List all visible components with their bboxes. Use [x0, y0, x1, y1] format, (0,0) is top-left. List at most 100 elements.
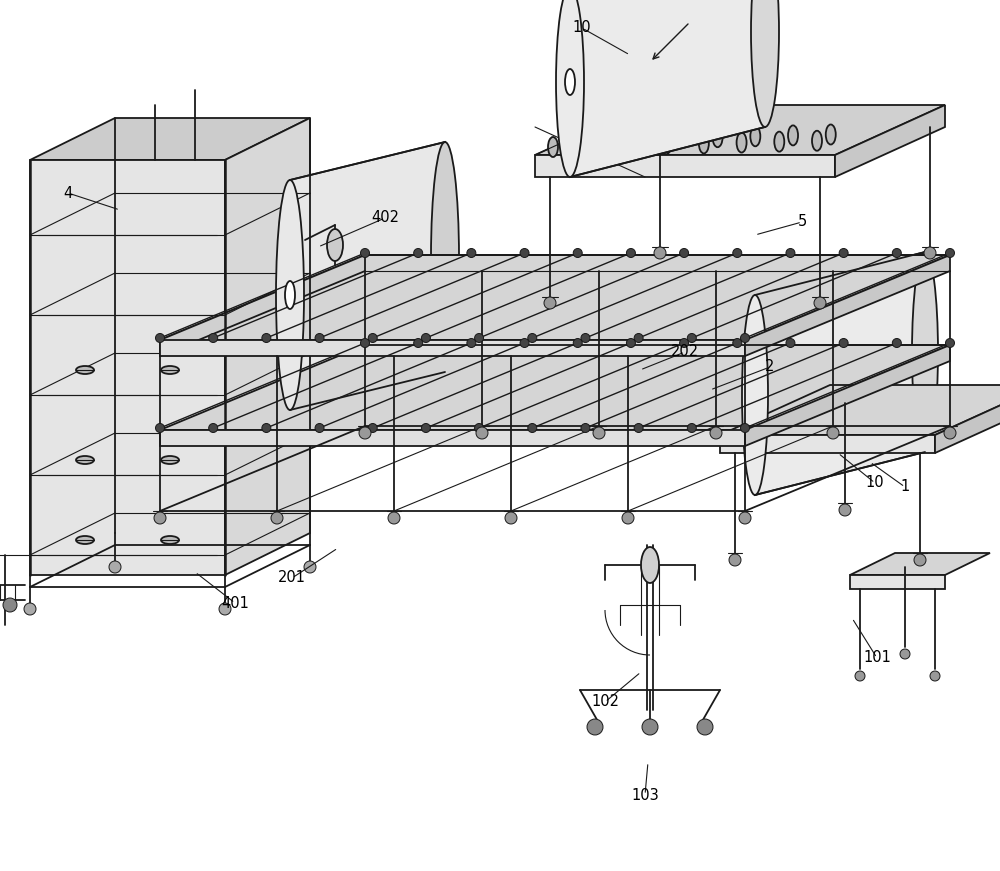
Circle shape	[315, 334, 324, 342]
Polygon shape	[225, 118, 310, 575]
Ellipse shape	[774, 132, 784, 152]
Polygon shape	[30, 118, 310, 160]
Ellipse shape	[812, 131, 822, 151]
Circle shape	[687, 423, 696, 433]
Circle shape	[505, 512, 517, 524]
Ellipse shape	[699, 133, 709, 153]
Circle shape	[24, 603, 36, 615]
Text: 201: 201	[278, 571, 306, 585]
Ellipse shape	[327, 229, 343, 261]
Polygon shape	[570, 0, 765, 177]
Polygon shape	[160, 255, 950, 340]
Circle shape	[467, 248, 476, 258]
Circle shape	[786, 248, 795, 258]
Polygon shape	[835, 105, 945, 177]
Circle shape	[304, 561, 316, 573]
Text: 101: 101	[863, 651, 891, 665]
Circle shape	[3, 598, 17, 612]
Ellipse shape	[556, 0, 584, 177]
Circle shape	[914, 554, 926, 566]
Circle shape	[262, 423, 271, 433]
Ellipse shape	[562, 131, 572, 151]
Circle shape	[839, 504, 851, 516]
Circle shape	[839, 339, 848, 348]
Polygon shape	[745, 345, 950, 446]
Circle shape	[593, 427, 605, 439]
Polygon shape	[720, 385, 1000, 435]
Circle shape	[528, 423, 537, 433]
Circle shape	[733, 339, 742, 348]
Circle shape	[368, 334, 377, 342]
Circle shape	[892, 248, 901, 258]
Ellipse shape	[742, 295, 768, 495]
Circle shape	[475, 334, 484, 342]
Circle shape	[587, 719, 603, 735]
Circle shape	[573, 339, 582, 348]
Ellipse shape	[788, 125, 798, 145]
Text: 102: 102	[591, 694, 619, 710]
Circle shape	[154, 512, 166, 524]
Circle shape	[924, 247, 936, 259]
Polygon shape	[160, 340, 745, 356]
Circle shape	[946, 339, 954, 348]
Circle shape	[740, 423, 750, 433]
Ellipse shape	[548, 137, 558, 157]
Polygon shape	[160, 430, 745, 446]
Ellipse shape	[161, 536, 179, 544]
Ellipse shape	[599, 130, 609, 150]
Circle shape	[855, 671, 865, 681]
Circle shape	[414, 339, 423, 348]
Polygon shape	[160, 345, 950, 430]
Circle shape	[315, 423, 324, 433]
Circle shape	[209, 423, 218, 433]
Text: 401: 401	[221, 596, 249, 611]
Polygon shape	[745, 255, 950, 356]
Circle shape	[467, 339, 476, 348]
Text: 1: 1	[900, 480, 910, 495]
Circle shape	[740, 334, 750, 342]
Circle shape	[626, 339, 635, 348]
Text: 10: 10	[573, 21, 591, 36]
Ellipse shape	[161, 456, 179, 464]
Ellipse shape	[751, 0, 779, 127]
Ellipse shape	[641, 547, 659, 583]
Circle shape	[634, 423, 643, 433]
Circle shape	[634, 334, 643, 342]
Ellipse shape	[161, 366, 179, 374]
Circle shape	[359, 427, 371, 439]
Circle shape	[900, 649, 910, 659]
Circle shape	[368, 423, 377, 433]
Ellipse shape	[750, 126, 760, 146]
Circle shape	[573, 248, 582, 258]
Ellipse shape	[912, 252, 938, 452]
Text: 4: 4	[63, 186, 73, 200]
Circle shape	[739, 512, 751, 524]
Polygon shape	[160, 255, 365, 356]
Polygon shape	[755, 252, 925, 495]
Circle shape	[786, 339, 795, 348]
Ellipse shape	[675, 128, 685, 148]
Ellipse shape	[76, 536, 94, 544]
Circle shape	[520, 248, 529, 258]
Text: 202: 202	[671, 345, 699, 360]
Circle shape	[388, 512, 400, 524]
Circle shape	[827, 427, 839, 439]
Circle shape	[520, 339, 529, 348]
Circle shape	[839, 248, 848, 258]
Polygon shape	[30, 160, 225, 575]
Ellipse shape	[637, 129, 647, 149]
Ellipse shape	[431, 142, 459, 372]
Polygon shape	[850, 553, 990, 575]
Circle shape	[642, 719, 658, 735]
Polygon shape	[935, 385, 1000, 453]
Text: 10: 10	[866, 476, 884, 490]
Circle shape	[156, 423, 164, 433]
Ellipse shape	[737, 132, 747, 152]
Circle shape	[680, 339, 689, 348]
Ellipse shape	[713, 127, 723, 147]
Circle shape	[697, 719, 713, 735]
Circle shape	[687, 334, 696, 342]
Circle shape	[414, 248, 423, 258]
Circle shape	[654, 247, 666, 259]
Polygon shape	[290, 142, 445, 410]
